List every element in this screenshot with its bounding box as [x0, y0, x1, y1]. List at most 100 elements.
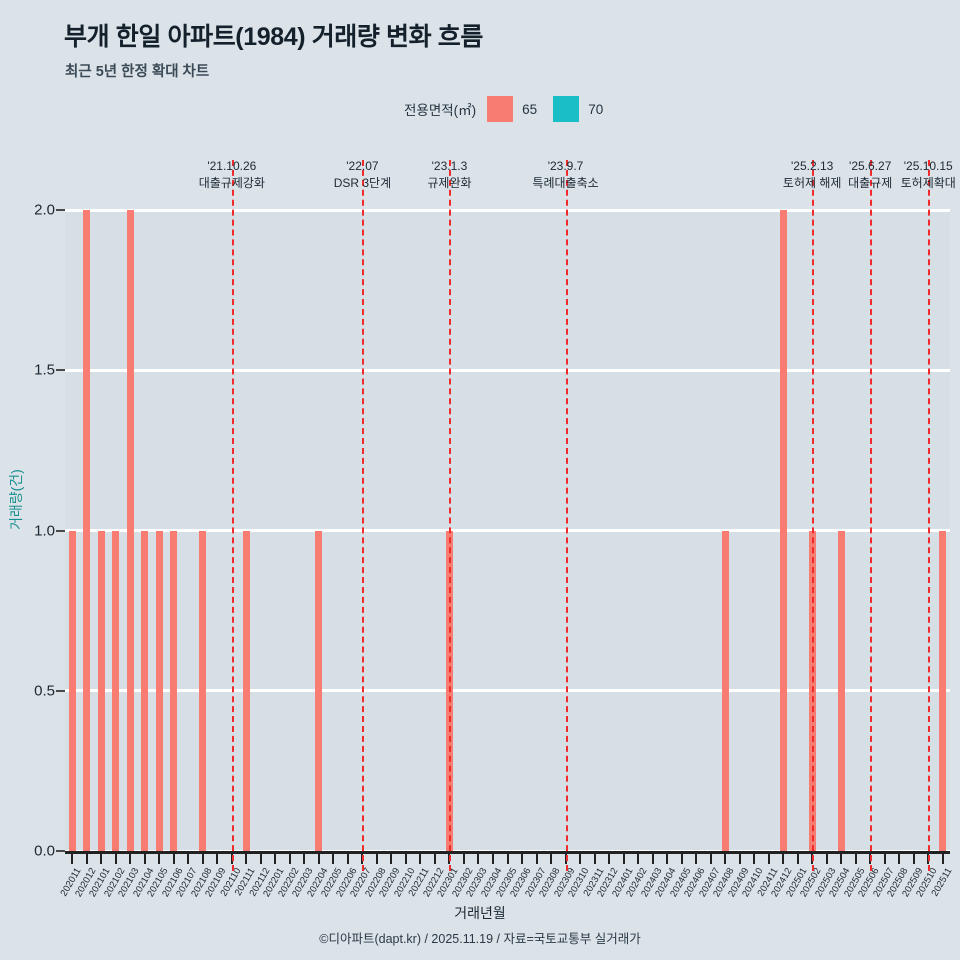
legend-title: 전용면적(㎡): [404, 103, 477, 118]
x-tick-mark: [898, 853, 901, 864]
y-tick-mark: [56, 209, 65, 211]
x-tick-mark: [317, 853, 320, 864]
bar[interactable]: [126, 210, 134, 851]
x-tick-mark: [521, 853, 523, 864]
bar[interactable]: [112, 530, 120, 851]
bar[interactable]: [83, 210, 91, 851]
page-subtitle: 최근 5년 한정 확대 차트: [65, 64, 210, 80]
x-axis-line: [65, 851, 950, 854]
page-title: 부개 한일 아파트(1984) 거래량 변화 흐름: [64, 23, 483, 51]
bar[interactable]: [199, 530, 207, 851]
annotation-label: '22.07 DSR 3단계: [334, 158, 391, 192]
bar[interactable]: [170, 530, 178, 851]
footer-credit: ©디아파트(dapt.kr) / 2025.11.19 / 자료=국토교통부 실…: [319, 932, 641, 946]
gridline: [65, 689, 950, 693]
annotation-date: '23.1.3: [431, 159, 468, 173]
x-tick-mark: [143, 853, 146, 864]
annotation-text: 규제완화: [427, 176, 472, 191]
annotation-date: '22.07: [346, 159, 379, 173]
bar[interactable]: [68, 530, 76, 851]
annotation-text: DSR 3단계: [333, 176, 392, 191]
x-tick-mark: [840, 853, 843, 864]
annotation-text: 특례대출축소: [532, 176, 599, 191]
x-tick-mark: [419, 853, 422, 864]
annotation-text: 토허제확대: [900, 176, 956, 191]
x-tick-mark: [912, 853, 915, 864]
gridline: [65, 208, 950, 212]
gridline: [65, 529, 950, 532]
x-tick-mark: [695, 853, 698, 864]
y-tick-label: 2.0: [34, 201, 55, 219]
x-tick-mark: [433, 853, 436, 864]
x-tick-mark: [883, 853, 886, 864]
x-tick-mark: [303, 853, 306, 864]
chart-legend: 전용면적(㎡) 65 70: [404, 96, 603, 122]
annotation-line: [449, 160, 452, 871]
annotation-text: 대출규제강화: [198, 176, 265, 191]
x-tick-mark: [666, 853, 669, 864]
annotation-label: '23.9.7 특례대출축소: [532, 158, 598, 192]
bar[interactable]: [837, 530, 845, 851]
x-axis-title: 거래년월: [454, 905, 506, 921]
x-tick-mark: [767, 853, 770, 864]
x-tick-mark: [738, 853, 741, 864]
x-tick-mark: [825, 853, 828, 864]
x-tick-mark: [491, 853, 494, 864]
bar[interactable]: [939, 530, 947, 851]
bar[interactable]: [808, 530, 816, 851]
bar[interactable]: [721, 530, 729, 851]
x-tick-mark: [245, 853, 248, 864]
x-tick-mark: [854, 853, 857, 864]
annotation-line: [870, 160, 873, 871]
legend-swatch-70[interactable]: [553, 96, 580, 122]
x-tick-mark: [332, 853, 335, 864]
x-tick-mark: [172, 853, 175, 864]
annotation-line: [812, 160, 815, 871]
x-tick-mark: [129, 853, 132, 864]
x-tick-mark: [85, 853, 88, 864]
bar[interactable]: [155, 530, 163, 851]
annotation-line: [231, 160, 234, 871]
y-tick-label: 1.5: [34, 361, 55, 379]
annotation-label: '25.2.13 토허제 해제: [783, 158, 842, 192]
x-tick-mark: [651, 853, 654, 864]
x-tick-mark: [477, 853, 480, 864]
annotation-text: 대출규제: [848, 176, 893, 191]
x-tick-mark: [753, 853, 756, 864]
x-tick-mark: [680, 853, 683, 864]
x-tick-mark: [158, 853, 161, 864]
bar[interactable]: [315, 530, 323, 851]
annotation-label: '23.1.3 규제완화: [427, 158, 471, 192]
x-tick-mark: [637, 853, 640, 864]
x-tick-mark: [114, 853, 117, 864]
x-tick-mark: [622, 853, 625, 864]
x-tick-mark: [593, 853, 596, 864]
annotation-label: '21.10.26 대출규제강화: [199, 158, 265, 192]
annotation-date: '21.10.26: [207, 159, 257, 173]
bar[interactable]: [242, 530, 250, 851]
y-tick-label: 1.0: [34, 522, 55, 539]
x-tick-mark: [724, 853, 727, 864]
annotation-line: [928, 160, 931, 871]
bar[interactable]: [779, 210, 787, 851]
x-tick-mark: [796, 853, 799, 864]
annotation-date: '25.6.27: [849, 159, 892, 173]
x-tick-mark: [259, 853, 262, 864]
x-tick-mark: [216, 853, 219, 864]
annotation-text: 토허제 해제: [782, 176, 842, 191]
gridline: [65, 368, 950, 372]
bar[interactable]: [141, 530, 149, 851]
x-tick-mark: [375, 853, 378, 864]
x-tick-mark: [782, 853, 785, 864]
legend-label-70: 70: [588, 101, 604, 117]
annotation-date: '23.9.7: [547, 159, 584, 173]
annotation-date: '25.2.13: [791, 159, 834, 173]
annotation-date: '25.10.15: [903, 159, 953, 173]
bar[interactable]: [97, 530, 105, 851]
legend-swatch-65[interactable]: [487, 96, 514, 122]
y-tick-label: 0.0: [34, 842, 55, 860]
legend-label-65: 65: [522, 101, 538, 117]
x-tick-mark: [187, 853, 190, 864]
y-tick-mark: [56, 369, 65, 372]
